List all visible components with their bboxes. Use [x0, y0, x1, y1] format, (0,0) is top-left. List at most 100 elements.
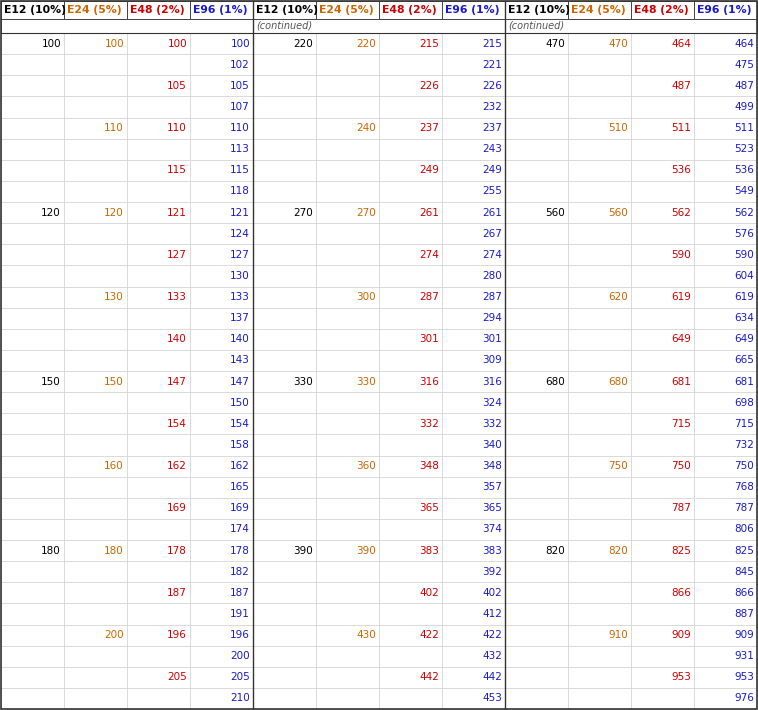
Bar [694, 498, 757, 519]
Text: 348: 348 [482, 461, 502, 471]
Bar [505, 371, 568, 392]
Text: 590: 590 [735, 250, 754, 260]
Bar [568, 202, 631, 223]
Text: 115: 115 [230, 165, 250, 175]
Bar [253, 244, 316, 266]
Text: 127: 127 [230, 250, 250, 260]
Bar [505, 329, 568, 350]
Text: 210: 210 [230, 694, 250, 704]
Bar [694, 266, 757, 287]
Bar [442, 392, 505, 413]
Text: E48 (2%): E48 (2%) [130, 5, 185, 15]
Bar [1, 582, 64, 604]
Bar [316, 392, 379, 413]
Text: 768: 768 [735, 482, 754, 492]
Bar [505, 604, 568, 625]
Bar [1, 540, 64, 561]
Bar [190, 582, 253, 604]
Bar [631, 561, 694, 582]
Text: 287: 287 [482, 292, 502, 302]
Bar [442, 329, 505, 350]
Bar [127, 97, 190, 117]
Text: 118: 118 [230, 187, 250, 197]
Bar [127, 498, 190, 519]
Bar [1, 138, 64, 160]
Bar [1, 75, 64, 97]
Bar [568, 456, 631, 476]
Bar [442, 688, 505, 709]
Text: 931: 931 [735, 651, 754, 661]
Bar [1, 19, 253, 33]
Bar [190, 645, 253, 667]
Text: 261: 261 [419, 207, 439, 217]
Text: 464: 464 [735, 38, 754, 48]
Text: 191: 191 [230, 609, 250, 619]
Bar [64, 540, 127, 561]
Bar [190, 138, 253, 160]
Bar [253, 582, 316, 604]
Bar [631, 1, 694, 19]
Bar [631, 645, 694, 667]
Bar [64, 181, 127, 202]
Bar [568, 287, 631, 307]
Bar [1, 561, 64, 582]
Text: E24 (5%): E24 (5%) [319, 5, 374, 15]
Bar [253, 138, 316, 160]
Bar [505, 54, 568, 75]
Bar [379, 456, 442, 476]
Text: 309: 309 [482, 356, 502, 366]
Text: 576: 576 [735, 229, 754, 239]
Bar [568, 413, 631, 435]
Text: 825: 825 [671, 545, 691, 555]
Text: 866: 866 [735, 588, 754, 598]
Text: 187: 187 [167, 588, 187, 598]
Bar [568, 561, 631, 582]
Bar [631, 244, 694, 266]
Text: 560: 560 [608, 207, 628, 217]
Bar [253, 19, 505, 33]
Bar [694, 97, 757, 117]
Bar [631, 97, 694, 117]
Bar [253, 117, 316, 138]
Bar [379, 117, 442, 138]
Bar [568, 476, 631, 498]
Bar [505, 160, 568, 181]
Bar [1, 287, 64, 307]
Bar [253, 645, 316, 667]
Bar [694, 1, 757, 19]
Bar [694, 202, 757, 223]
Text: 470: 470 [545, 38, 565, 48]
Bar [316, 350, 379, 371]
Bar [442, 582, 505, 604]
Text: 825: 825 [735, 545, 754, 555]
Text: 100: 100 [105, 38, 124, 48]
Bar [1, 667, 64, 688]
Text: 332: 332 [482, 419, 502, 429]
Text: 750: 750 [672, 461, 691, 471]
Bar [1, 202, 64, 223]
Text: 187: 187 [230, 588, 250, 598]
Text: 127: 127 [167, 250, 187, 260]
Text: 332: 332 [419, 419, 439, 429]
Bar [442, 561, 505, 582]
Bar [379, 688, 442, 709]
Bar [631, 476, 694, 498]
Bar [694, 540, 757, 561]
Bar [379, 519, 442, 540]
Bar [442, 519, 505, 540]
Text: 909: 909 [735, 630, 754, 640]
Bar [631, 33, 694, 54]
Bar [253, 266, 316, 287]
Bar [505, 1, 568, 19]
Bar [1, 413, 64, 435]
Bar [253, 54, 316, 75]
Text: 232: 232 [482, 102, 502, 112]
Bar [190, 160, 253, 181]
Bar [127, 413, 190, 435]
Bar [190, 223, 253, 244]
Text: 680: 680 [545, 376, 565, 386]
Text: 130: 130 [230, 271, 250, 281]
Text: 196: 196 [230, 630, 250, 640]
Text: 120: 120 [41, 207, 61, 217]
Bar [190, 625, 253, 645]
